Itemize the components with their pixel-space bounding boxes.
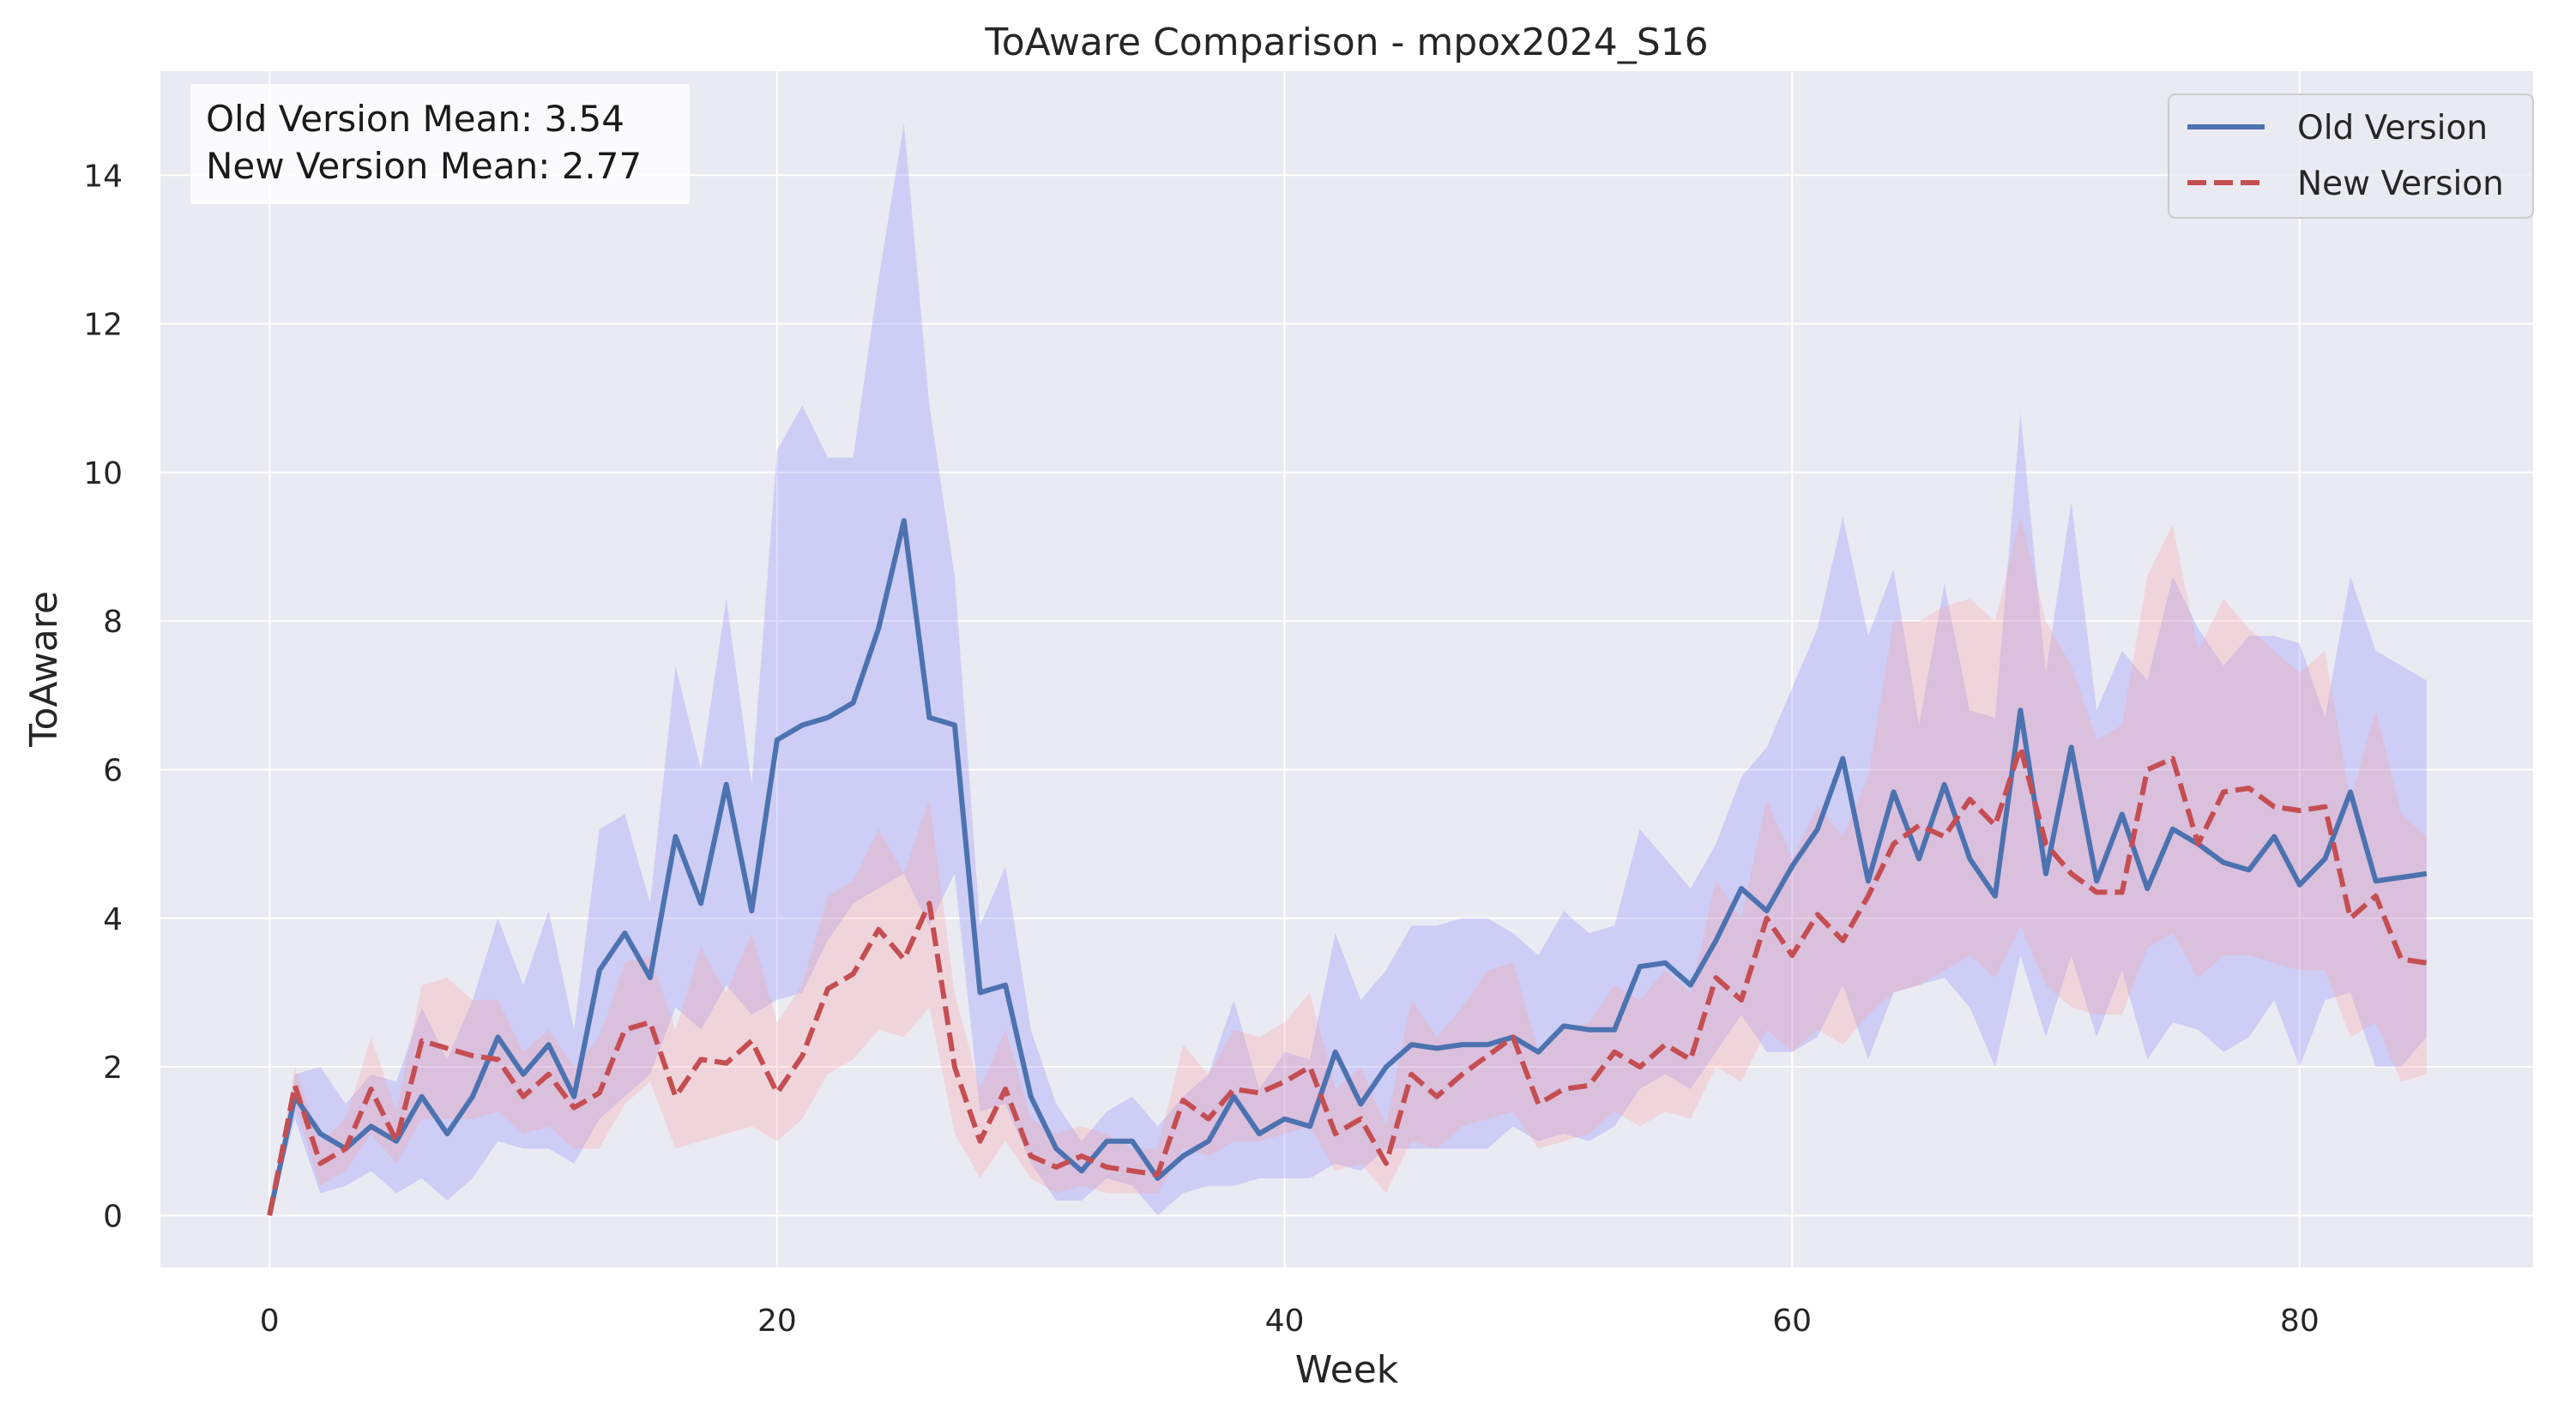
stats-box: Old Version Mean: 3.54 New Version Mean:… — [190, 84, 690, 204]
y-tick-label: 6 — [103, 753, 123, 788]
stats-box-background — [190, 84, 690, 204]
series-line-new-version — [267, 744, 2428, 1216]
x-axis-ticks: 0 20 40 60 80 — [260, 1304, 2320, 1339]
y-tick-label: 2 — [103, 1051, 123, 1086]
old-version-mean: Old Version Mean: 3.54 — [206, 98, 624, 140]
x-tick-label: 60 — [1772, 1304, 1812, 1339]
x-tick-label: 40 — [1265, 1304, 1305, 1339]
legend-label-new-version: New Version — [2297, 165, 2504, 203]
x-tick-label: 20 — [757, 1304, 797, 1339]
chart-title: ToAware Comparison - mpox2024_S16 — [984, 21, 1708, 64]
legend: Old Version New Version — [2168, 93, 2534, 219]
y-tick-label: 12 — [83, 308, 123, 343]
x-axis-label: Week — [1295, 1348, 1399, 1392]
new-version-mean: New Version Mean: 2.77 — [206, 145, 642, 187]
y-tick-label: 0 — [103, 1199, 123, 1234]
legend-label-old-version: Old Version — [2297, 109, 2488, 148]
y-tick-label: 4 — [103, 902, 123, 937]
y-axis-ticks: 0 2 4 6 8 10 12 14 — [83, 159, 123, 1234]
series-lines — [267, 518, 2428, 1216]
series-line-old-version — [267, 518, 2428, 1216]
x-tick-label: 0 — [260, 1304, 280, 1339]
y-tick-label: 8 — [103, 605, 123, 640]
band-old-version — [269, 123, 2427, 1216]
y-tick-label: 14 — [83, 159, 123, 194]
y-tick-label: 10 — [83, 456, 123, 491]
plot-area — [160, 71, 2533, 1267]
y-axis-label: ToAware — [22, 591, 66, 748]
x-tick-label: 80 — [2280, 1304, 2320, 1339]
